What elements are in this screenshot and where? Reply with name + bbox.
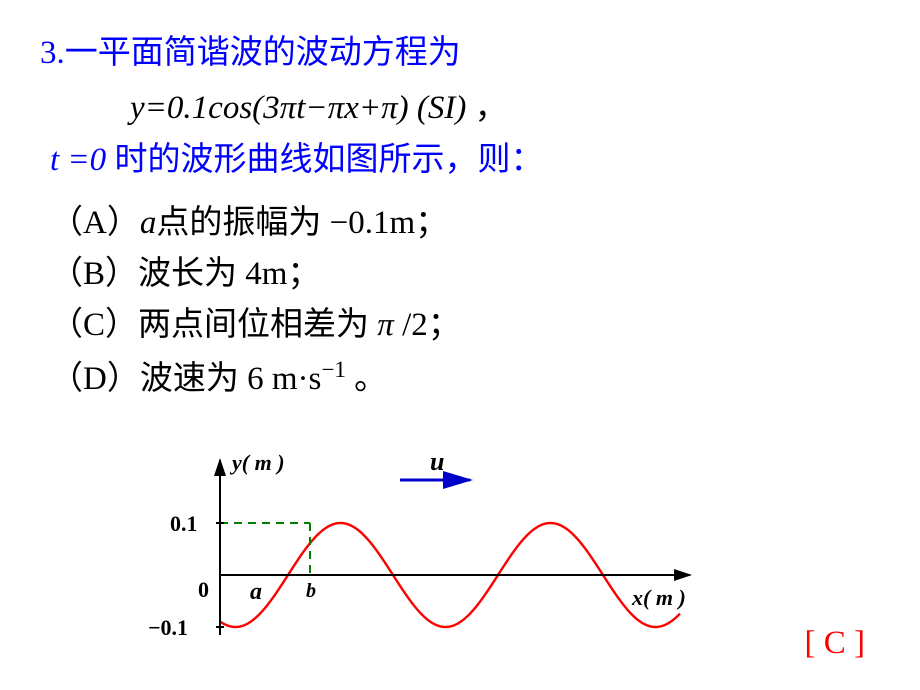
option-a: （A）a点的振幅为 −0.1m； [50, 198, 890, 249]
svg-text:−0.1: −0.1 [148, 615, 188, 640]
question-number: 3. [40, 35, 65, 71]
question-title: 一平面简谐波的波动方程为 [65, 35, 461, 71]
wave-equation: y=0.1cos(3πt−πx+π) (SI) ， [130, 80, 890, 128]
options-block: （A）a点的振幅为 −0.1m； （B）波长为 4m； （C）两点间位相差为 π… [50, 198, 890, 405]
condition-line: t =0 时的波形曲线如图所示，则： [50, 132, 890, 180]
svg-text:0.1: 0.1 [170, 511, 198, 536]
option-d: （D）波速为 6 m·s−1 。 [50, 352, 890, 405]
svg-text:b: b [306, 580, 316, 602]
answer-label: [ C ] [805, 625, 866, 662]
svg-text:u: u [430, 447, 444, 476]
svg-text:x( m ): x( m ) [631, 585, 686, 610]
option-b: （B）波长为 4m； [50, 249, 890, 300]
wave-diagram: u y( m ) x( m ) 0 0.1 −0.1 a b [140, 435, 700, 670]
option-c: （C）两点间位相差为 π /2； [50, 300, 890, 351]
svg-text:0: 0 [198, 577, 209, 602]
svg-text:y( m ): y( m ) [229, 450, 285, 475]
svg-text:a: a [250, 579, 262, 605]
